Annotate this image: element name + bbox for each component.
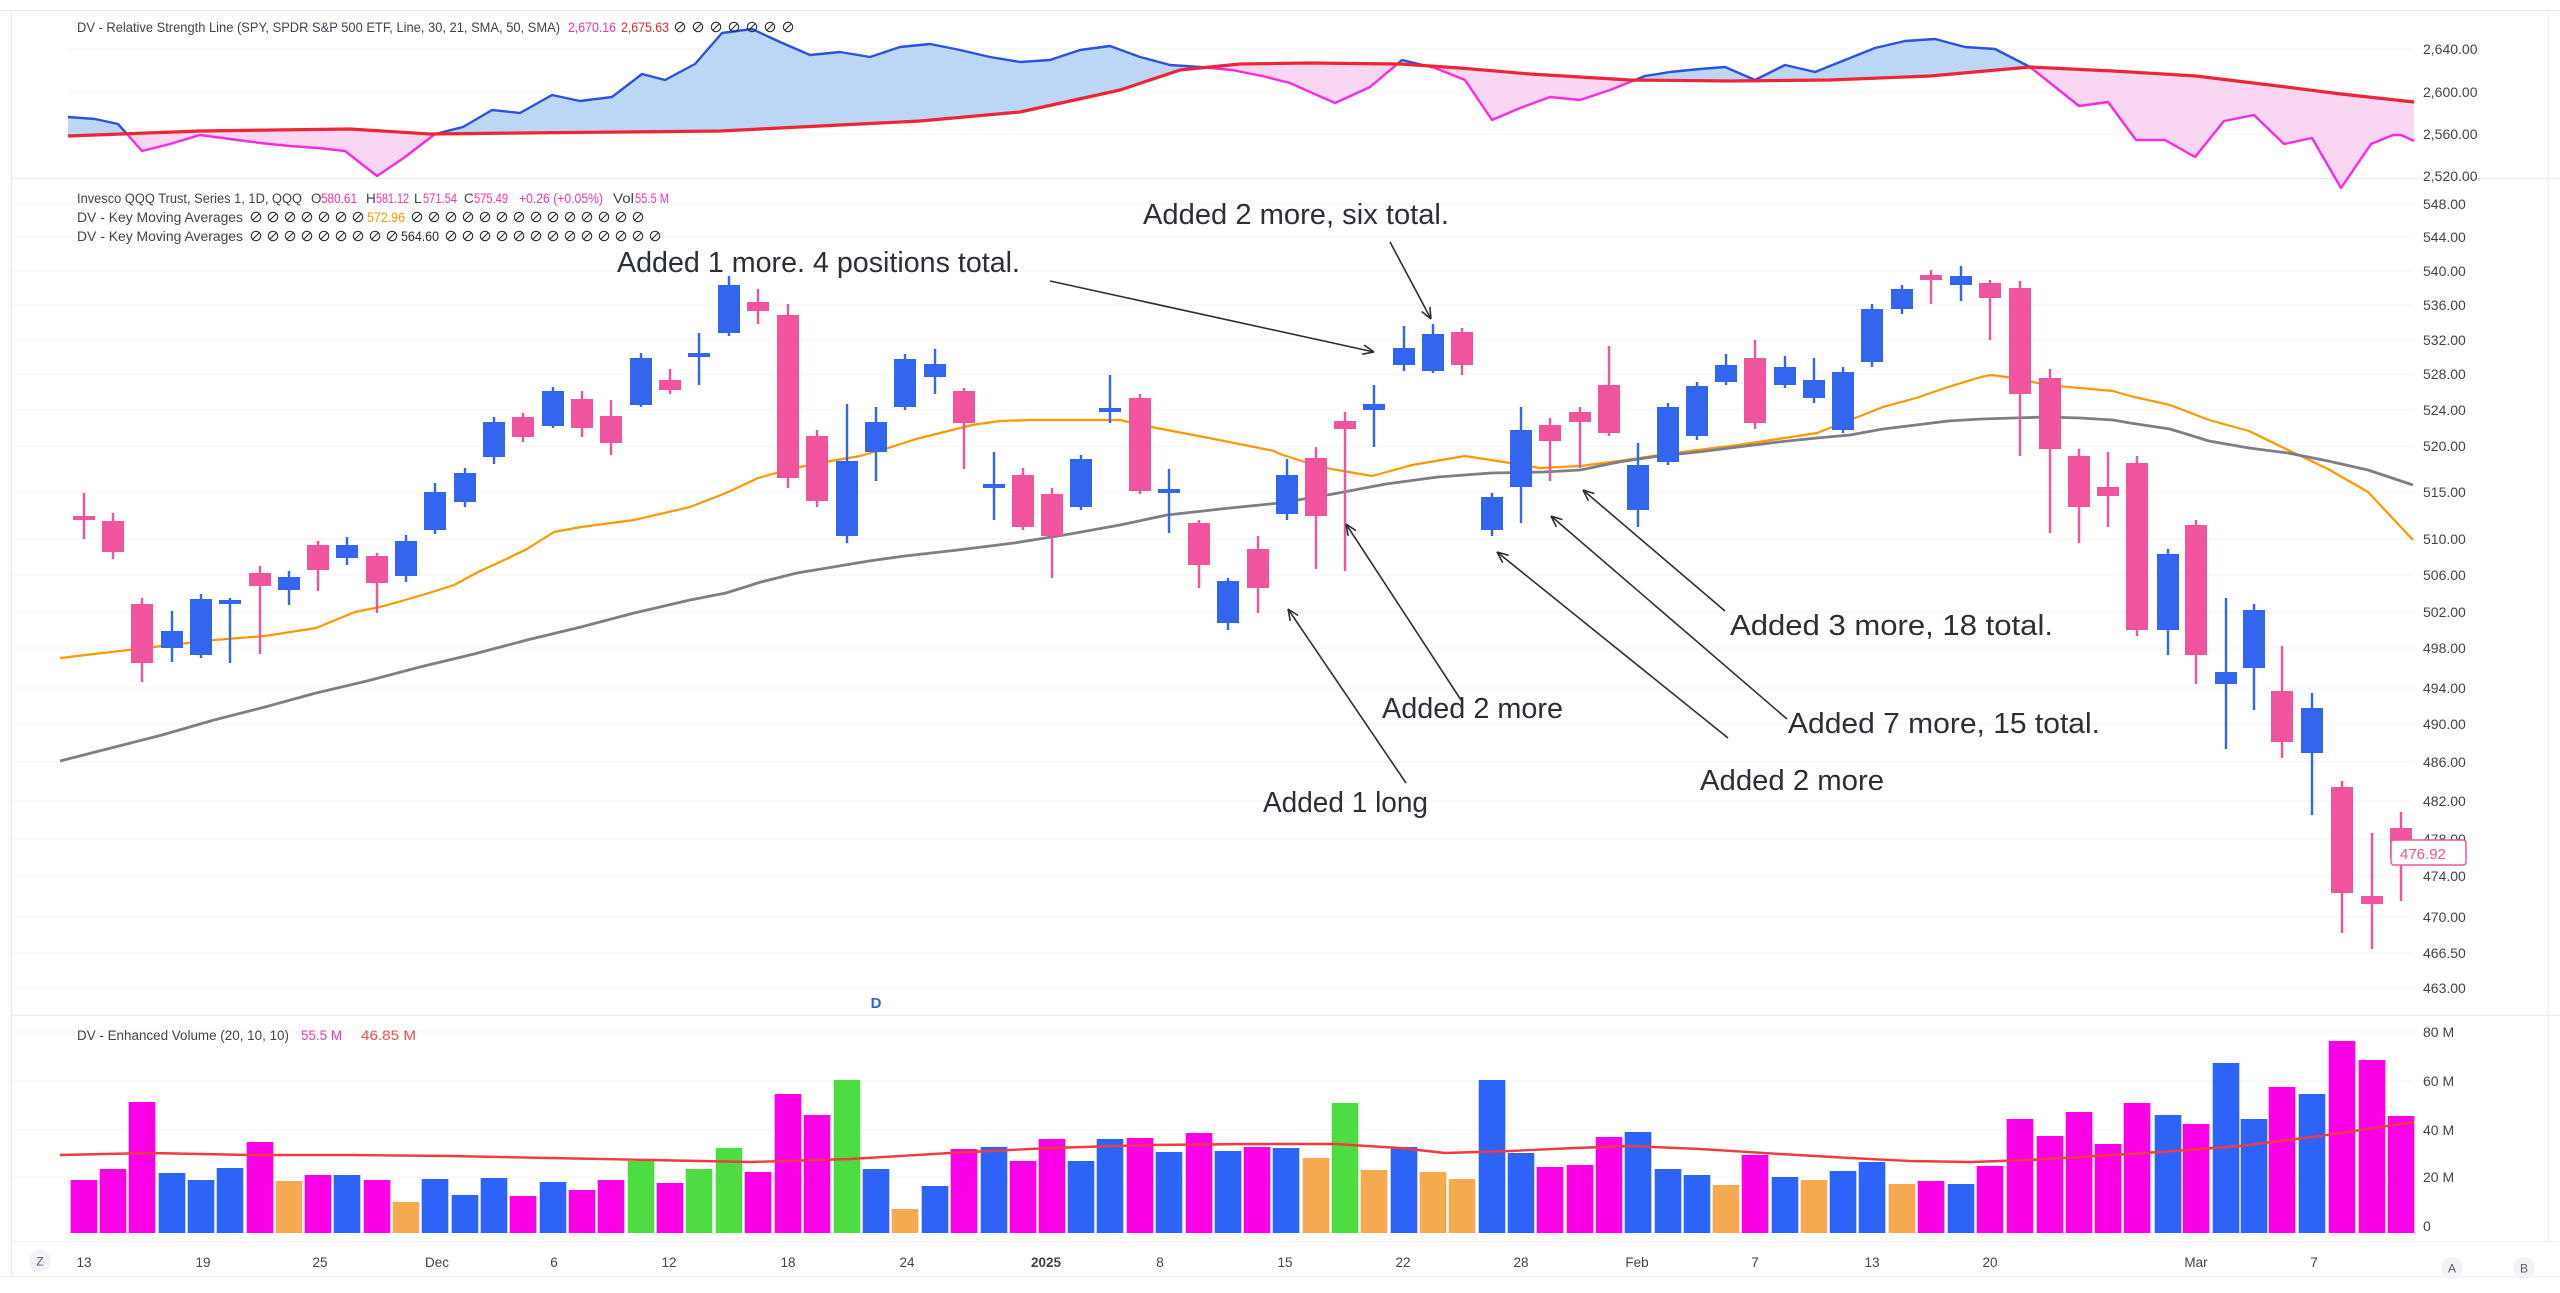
svg-text:572.96: 572.96 — [367, 210, 405, 225]
svg-text:494.00: 494.00 — [2423, 680, 2466, 696]
svg-text:L: L — [414, 191, 422, 206]
svg-text:Added 7 more, 15 total.: Added 7 more, 15 total. — [1788, 708, 2100, 740]
svg-text:2,675.63: 2,675.63 — [621, 20, 669, 35]
svg-text:Vol: Vol — [613, 191, 634, 206]
svg-text:2,560.00: 2,560.00 — [2423, 126, 2478, 142]
svg-text:2025: 2025 — [1031, 1255, 1062, 1270]
svg-text:Added 1 more. 4 positions tota: Added 1 more. 4 positions total. — [617, 247, 1020, 279]
svg-text:486.00: 486.00 — [2423, 754, 2466, 770]
svg-text:490.00: 490.00 — [2423, 716, 2466, 732]
svg-text:Z: Z — [36, 1255, 43, 1269]
svg-text:7: 7 — [2310, 1255, 2318, 1270]
svg-text:571.54: 571.54 — [423, 191, 457, 206]
svg-text:18: 18 — [780, 1255, 795, 1270]
svg-text:Added 2 more: Added 2 more — [1382, 693, 1563, 725]
svg-text:Added 2 more, six total.: Added 2 more, six total. — [1143, 199, 1449, 231]
svg-text:8: 8 — [1156, 1255, 1164, 1270]
svg-text:C: C — [464, 191, 474, 206]
svg-text:40 M: 40 M — [2423, 1122, 2454, 1138]
svg-text:Added 1 long: Added 1 long — [1263, 787, 1428, 819]
svg-text:0: 0 — [2423, 1218, 2431, 1234]
svg-text:Dec: Dec — [425, 1255, 449, 1270]
svg-text:528.00: 528.00 — [2423, 366, 2466, 382]
svg-text:Invesco QQQ Trust, Series 1, 1: Invesco QQQ Trust, Series 1, 1D, QQQ — [77, 191, 302, 206]
svg-text:510.00: 510.00 — [2423, 531, 2466, 547]
svg-text:Added 3 more, 18 total.: Added 3 more, 18 total. — [1730, 610, 2053, 642]
svg-text:24: 24 — [899, 1255, 915, 1270]
svg-text:DV - Enhanced Volume (20, 10,: DV - Enhanced Volume (20, 10, 10) — [77, 1028, 289, 1043]
svg-text:498.00: 498.00 — [2423, 640, 2466, 656]
svg-text:502.00: 502.00 — [2423, 604, 2466, 620]
svg-text:DV - Relative Strength Line (S: DV - Relative Strength Line (SPY, SPDR S… — [77, 20, 560, 35]
svg-text:515.00: 515.00 — [2423, 484, 2466, 500]
svg-text:463.00: 463.00 — [2423, 980, 2466, 996]
svg-text:20 M: 20 M — [2423, 1169, 2454, 1185]
svg-text:O: O — [311, 191, 322, 206]
svg-text:2,640.00: 2,640.00 — [2423, 41, 2478, 57]
svg-text:DV - Key Moving Averages: DV - Key Moving Averages — [77, 210, 243, 225]
svg-text:548.00: 548.00 — [2423, 196, 2466, 212]
svg-text:506.00: 506.00 — [2423, 567, 2466, 583]
svg-text:2,520.00: 2,520.00 — [2423, 168, 2478, 184]
svg-text:536.00: 536.00 — [2423, 297, 2466, 313]
svg-text:55.5 M: 55.5 M — [301, 1028, 342, 1043]
svg-text:2,670.16: 2,670.16 — [568, 20, 616, 35]
svg-text:482.00: 482.00 — [2423, 793, 2466, 809]
svg-text:H: H — [366, 191, 376, 206]
svg-text:524.00: 524.00 — [2423, 402, 2466, 418]
svg-text:15: 15 — [1277, 1255, 1292, 1270]
svg-text:12: 12 — [661, 1255, 676, 1270]
svg-text:22: 22 — [1395, 1255, 1410, 1270]
svg-text:544.00: 544.00 — [2423, 229, 2466, 245]
svg-text:+0.26 (+0.05%): +0.26 (+0.05%) — [519, 191, 603, 206]
svg-text:575.49: 575.49 — [474, 191, 508, 206]
svg-text:466.50: 466.50 — [2423, 945, 2466, 961]
svg-text:25: 25 — [312, 1255, 327, 1270]
svg-text:2,600.00: 2,600.00 — [2423, 84, 2478, 100]
svg-text:19: 19 — [195, 1255, 210, 1270]
svg-text:476.92: 476.92 — [2400, 846, 2446, 863]
svg-text:D: D — [871, 995, 882, 1012]
svg-text:B: B — [2520, 1262, 2528, 1276]
svg-text:80 M: 80 M — [2423, 1024, 2454, 1040]
svg-text:470.00: 470.00 — [2423, 909, 2466, 925]
svg-text:580.61: 580.61 — [321, 191, 357, 206]
svg-text:13: 13 — [1864, 1255, 1879, 1270]
svg-text:540.00: 540.00 — [2423, 263, 2466, 279]
svg-text:Feb: Feb — [1625, 1255, 1648, 1270]
svg-text:520.00: 520.00 — [2423, 438, 2466, 454]
svg-text:532.00: 532.00 — [2423, 332, 2466, 348]
svg-text:13: 13 — [76, 1255, 91, 1270]
svg-text:564.60: 564.60 — [401, 229, 439, 244]
svg-text:46.85 M: 46.85 M — [361, 1028, 416, 1043]
svg-text:7: 7 — [1751, 1255, 1759, 1270]
svg-text:Added 2 more: Added 2 more — [1700, 765, 1884, 797]
svg-text:6: 6 — [550, 1255, 558, 1270]
svg-text:DV - Key Moving Averages: DV - Key Moving Averages — [77, 229, 243, 244]
svg-text:28: 28 — [1513, 1255, 1528, 1270]
svg-text:581.12: 581.12 — [376, 191, 409, 206]
svg-text:A: A — [2448, 1262, 2456, 1276]
svg-text:474.00: 474.00 — [2423, 868, 2466, 884]
svg-text:60 M: 60 M — [2423, 1073, 2454, 1089]
svg-text:55.5 M: 55.5 M — [635, 191, 669, 206]
svg-text:Mar: Mar — [2184, 1255, 2208, 1270]
svg-text:20: 20 — [1982, 1255, 1997, 1270]
